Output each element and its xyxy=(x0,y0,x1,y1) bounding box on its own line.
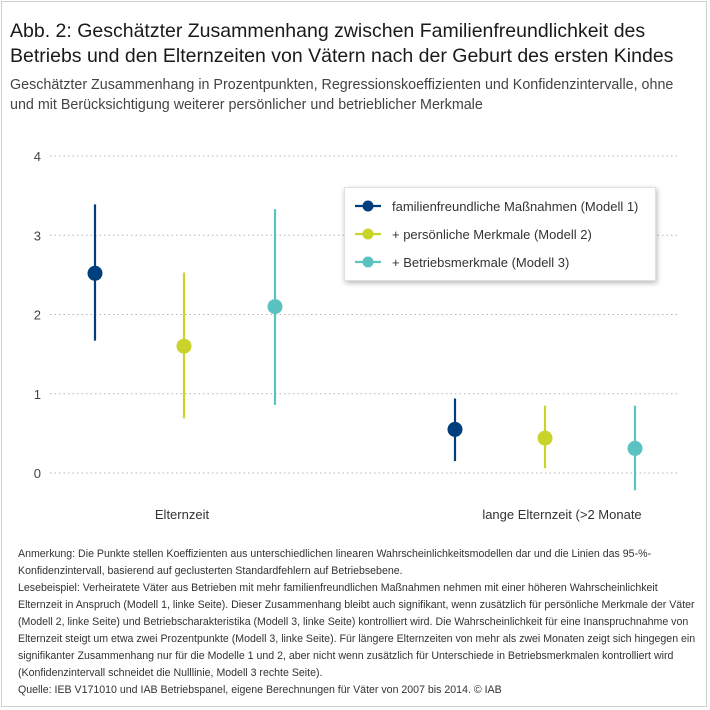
y-tick-label-4: 4 xyxy=(34,149,41,164)
point-s1-c2 xyxy=(447,421,463,437)
legend-item-modell-3: + Betriebsmerkmale (Modell 3) xyxy=(353,252,569,272)
category-label-1: Elternzeit xyxy=(155,507,210,522)
legend-marker-modell-2 xyxy=(355,228,381,240)
y-tick-label-1: 1 xyxy=(34,387,41,402)
legend-label-modell-2: + persönliche Merkmale (Modell 2) xyxy=(392,226,592,242)
note-quelle: Quelle: IEB V171010 und IAB Betriebspane… xyxy=(18,684,502,696)
point-s3-c1 xyxy=(267,299,283,315)
figure-notes: Anmerkung: Die Punkte stellen Koeffizien… xyxy=(18,546,702,699)
y-axis-ticks: 0 1 2 3 4 xyxy=(34,149,41,481)
chart-series xyxy=(87,204,643,491)
point-s2-c1 xyxy=(176,338,192,354)
chart-plot: 0 1 2 3 4 Elternzeit lange Elternzeit (>2 Mon… xyxy=(34,149,680,522)
point-s3-c2 xyxy=(627,440,643,456)
legend-label-modell-3: + Betriebsmerkmale (Modell 3) xyxy=(392,254,570,270)
y-tick-label-0: 0 xyxy=(34,466,41,481)
chart-title: Abb. 2: Geschätzter Zusammenhang zwische… xyxy=(10,20,674,67)
legend-item-modell-2: + persönliche Merkmale (Modell 2) xyxy=(353,224,592,244)
point-s2-c2 xyxy=(537,430,553,446)
y-tick-label-2: 2 xyxy=(34,308,41,323)
y-tick-label-3: 3 xyxy=(34,228,41,243)
legend-item-modell-1: familienfreundliche Maßnahmen (Modell 1) xyxy=(353,196,638,216)
legend-marker-modell-1 xyxy=(355,200,381,212)
category-label-2: lange Elternzeit (>2 Monate xyxy=(482,507,641,522)
note-anmerkung: Anmerkung: Die Punkte stellen Koeffizien… xyxy=(18,548,652,577)
chart-subtitle: Geschätzter Zusammenhang in Prozentpunkt… xyxy=(10,77,674,113)
legend-label-modell-1: familienfreundliche Maßnahmen (Modell 1) xyxy=(392,198,639,214)
x-axis-categories: Elternzeit lange Elternzeit (>2 Monate xyxy=(155,507,642,522)
note-lesebeispiel: Lesebeispiel: Verheiratete Väter aus Bet… xyxy=(18,582,696,679)
point-s1-c1 xyxy=(87,265,103,281)
legend-marker-modell-3 xyxy=(355,256,381,268)
chart-legend: familienfreundliche Maßnahmen (Modell 1)… xyxy=(344,187,656,281)
